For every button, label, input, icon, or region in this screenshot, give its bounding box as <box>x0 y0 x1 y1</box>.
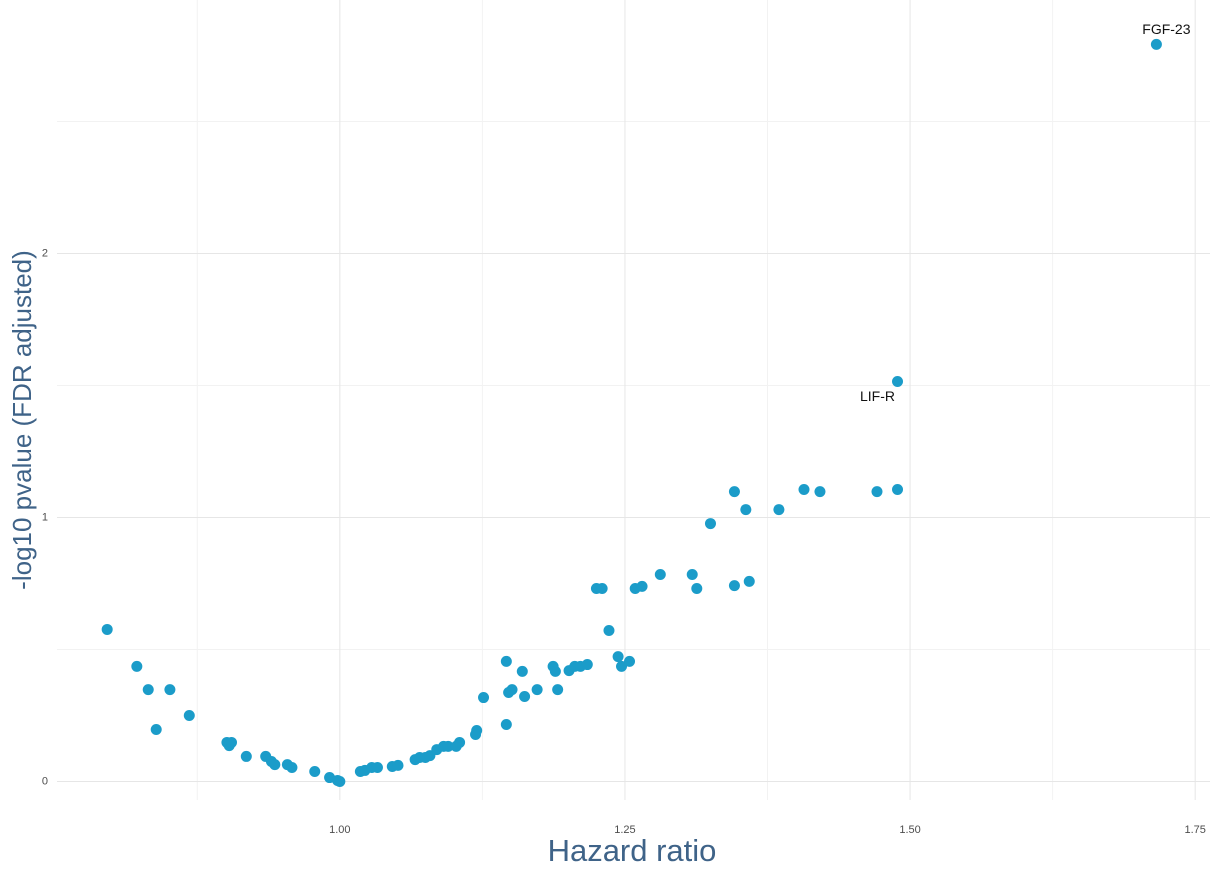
point <box>743 575 755 587</box>
point <box>309 765 321 777</box>
point <box>371 762 383 774</box>
point <box>691 583 703 595</box>
point <box>500 655 512 667</box>
point <box>519 691 531 703</box>
point <box>478 692 490 704</box>
point <box>728 486 740 498</box>
point <box>704 518 716 530</box>
point <box>596 583 608 595</box>
point <box>773 504 785 516</box>
x-tick-label: 1.50 <box>899 824 920 836</box>
x-tick-label: 1.75 <box>1184 824 1205 836</box>
grid <box>57 0 1210 800</box>
point <box>636 580 648 592</box>
y-tick-label: 2 <box>42 247 48 259</box>
point <box>101 623 113 635</box>
point <box>892 484 904 496</box>
point <box>332 774 344 786</box>
y-axis-title: -log10 pvalue (FDR adjusted) <box>7 250 37 590</box>
y-tick-label: 0 <box>42 775 48 787</box>
point <box>892 376 904 388</box>
point-label: FGF-23 <box>1142 21 1190 37</box>
point <box>531 684 543 696</box>
point <box>798 484 810 496</box>
point <box>686 569 698 581</box>
point <box>581 659 593 671</box>
point <box>871 486 883 498</box>
point <box>454 736 466 748</box>
point <box>516 665 528 677</box>
point <box>183 710 195 722</box>
point <box>612 651 624 663</box>
point <box>654 569 666 581</box>
point <box>549 665 561 677</box>
point <box>442 740 454 752</box>
x-axis-title: Hazard ratio <box>548 833 717 868</box>
point <box>552 684 564 696</box>
point <box>286 762 298 774</box>
point <box>225 736 237 748</box>
point <box>728 580 740 592</box>
point <box>240 750 252 762</box>
point <box>470 729 482 741</box>
point <box>150 724 162 736</box>
x-tick-label: 1.00 <box>329 824 350 836</box>
y-tick-label: 1 <box>42 511 48 523</box>
point <box>603 624 615 636</box>
point-label: LIF-R <box>860 388 895 404</box>
point <box>624 655 636 667</box>
point <box>131 660 143 672</box>
point <box>269 759 281 771</box>
x-tick-label: 1.25 <box>614 824 635 836</box>
point <box>616 660 628 672</box>
point <box>142 684 154 696</box>
point <box>506 684 518 696</box>
point <box>392 759 404 771</box>
point <box>164 684 176 696</box>
point <box>1150 38 1162 50</box>
point <box>814 486 826 498</box>
point <box>500 718 512 730</box>
point <box>740 504 752 516</box>
